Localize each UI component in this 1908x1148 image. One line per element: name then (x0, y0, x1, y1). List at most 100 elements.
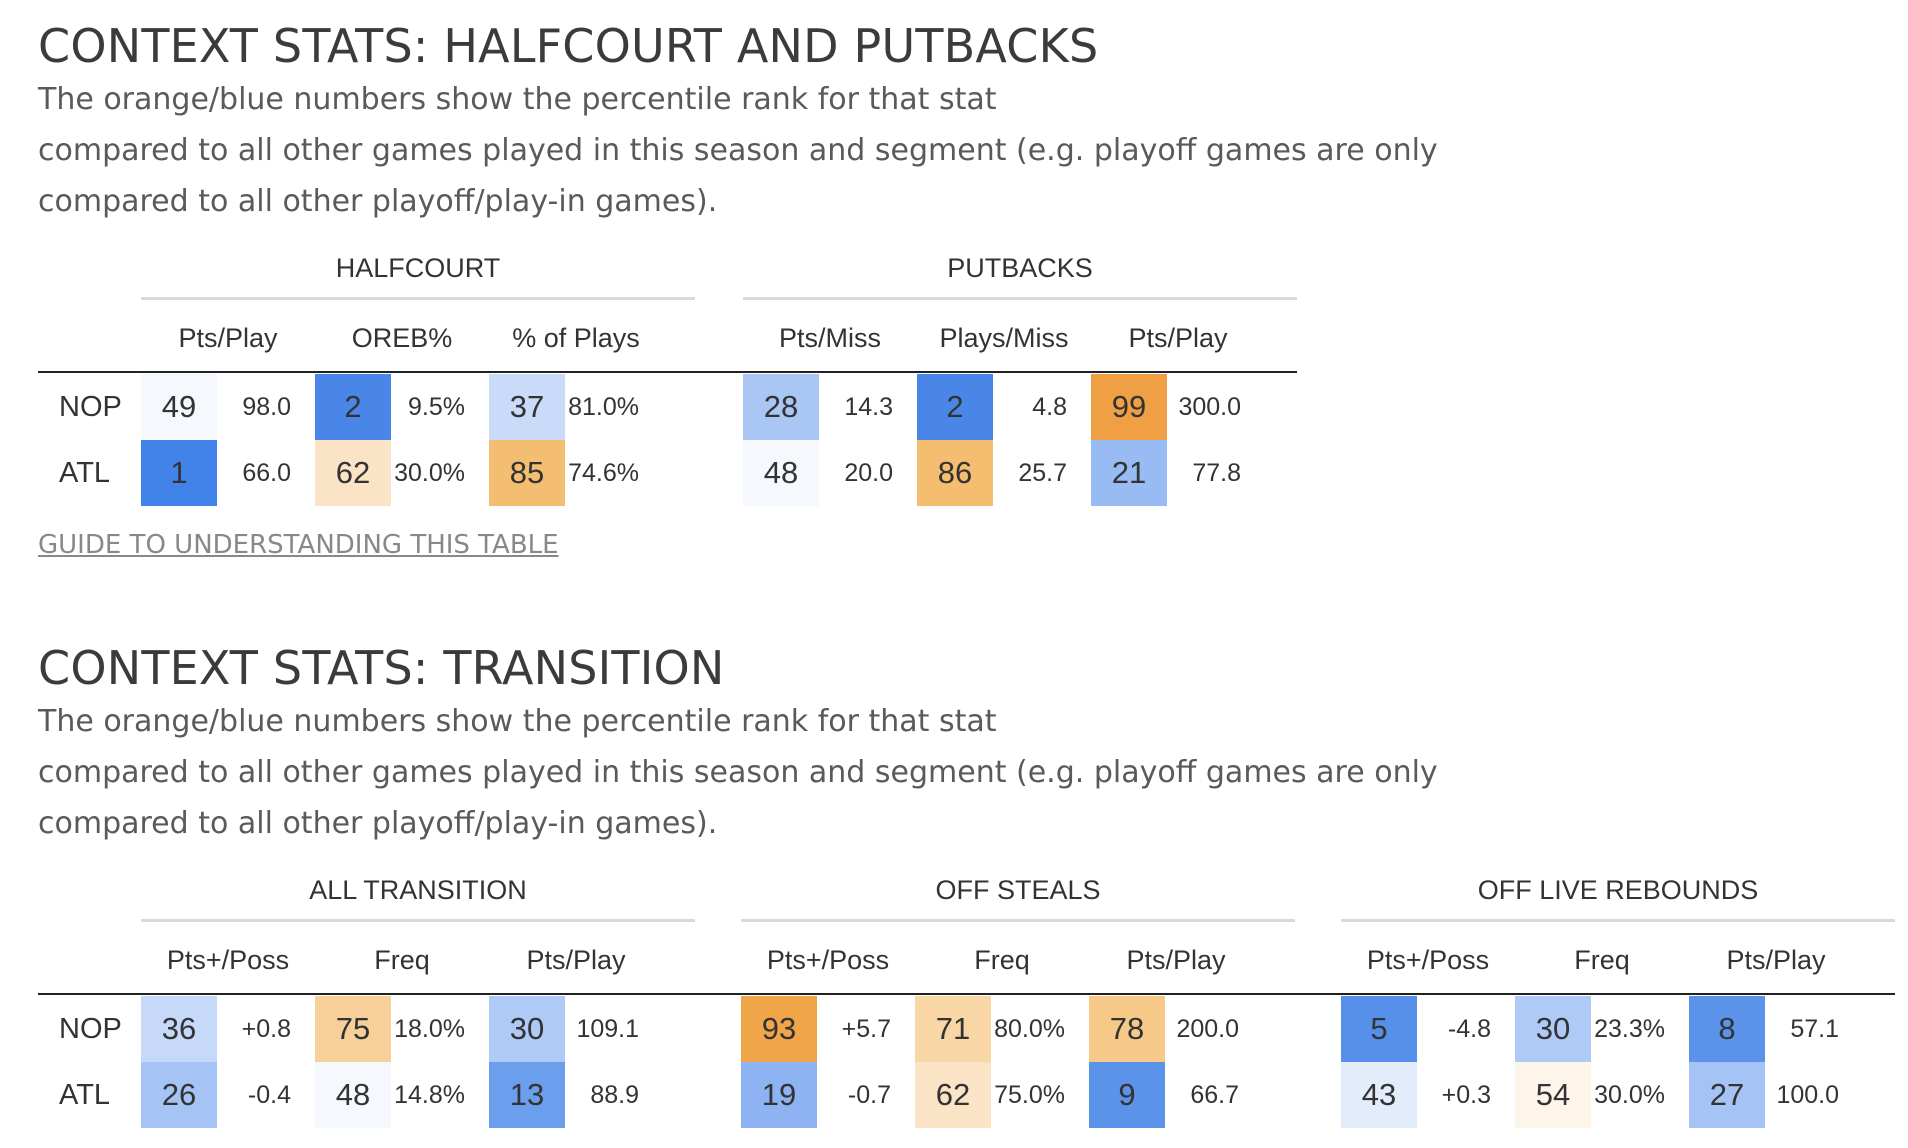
percentile-rank-cell: 27 (1689, 1062, 1765, 1128)
percentile-rank-cell: 93 (741, 996, 817, 1062)
percentile-rank-cell: 78 (1089, 996, 1165, 1062)
team-label: ATL (59, 457, 111, 489)
stats-table-halfcourt-putbacks: HALFCOURT Pts/Play OREB% % of Plays PUTBACKS… (38, 250, 1297, 510)
percentile-rank-cell: 48 (743, 440, 819, 506)
percentile-rank-cell: 26 (141, 1062, 217, 1128)
percentile-rank-cell: 1 (141, 440, 217, 506)
group-rule (1341, 919, 1895, 922)
stat-value: -0.4 (247, 1081, 291, 1109)
percentile-rank-cell: 48 (315, 1062, 391, 1128)
description-line: The orange/blue numbers show the percent… (38, 704, 997, 739)
percentile-rank-cell: 19 (741, 1062, 817, 1128)
column-header: Pts/Play (526, 945, 626, 975)
team-label: ATL (59, 1079, 111, 1111)
percentile-rank-cell: 86 (917, 440, 993, 506)
column-header: Pts+/Poss (766, 945, 890, 975)
description-line: The orange/blue numbers show the percent… (38, 82, 997, 117)
header-rule (38, 993, 1895, 995)
stat-value: +0.3 (1441, 1081, 1491, 1109)
percentile-rank-cell: 2 (315, 374, 391, 440)
stat-value: 18.0% (394, 1015, 465, 1043)
description-line: compared to all other playoff/play-in ga… (38, 806, 718, 841)
group-rule (141, 297, 695, 300)
column-header: Pts/Play (178, 323, 278, 353)
stat-value: 30.0% (1594, 1081, 1665, 1109)
column-header: Pts+/Poss (1366, 945, 1490, 975)
column-header: Pts+/Poss (166, 945, 290, 975)
column-header: Freq (1574, 945, 1630, 975)
percentile-rank-cell: 54 (1515, 1062, 1591, 1128)
percentile-rank-cell: 36 (141, 996, 217, 1062)
stat-value: 30.0% (394, 459, 465, 487)
section-description: The orange/blue numbers show the percent… (38, 74, 1438, 227)
team-label: NOP (59, 1013, 122, 1045)
stat-value: 81.0% (568, 393, 639, 421)
stat-value: 109.1 (576, 1015, 639, 1043)
stat-value: -4.8 (1447, 1015, 1491, 1043)
header-rule (38, 371, 1297, 373)
percentile-rank-cell: 99 (1091, 374, 1167, 440)
column-header: % of Plays (512, 323, 640, 353)
group-rule (743, 297, 1297, 300)
percentile-rank-cell: 85 (489, 440, 565, 506)
stat-value: +5.7 (841, 1015, 891, 1043)
percentile-rank-cell: 49 (141, 374, 217, 440)
section-halfcourt-putbacks: CONTEXT STATS: HALFCOURT AND PUTBACKS Th… (38, 18, 1438, 227)
description-line: compared to all other games played in th… (38, 755, 1438, 790)
stat-value: 9.5% (408, 393, 465, 421)
column-header: Pts/Play (1126, 945, 1226, 975)
percentile-rank-cell: 43 (1341, 1062, 1417, 1128)
stat-value: 80.0% (994, 1015, 1065, 1043)
stat-value: 100.0 (1776, 1081, 1839, 1109)
stat-value: 300.0 (1178, 393, 1241, 421)
stat-value: 77.8 (1192, 459, 1241, 487)
column-header: Pts/Play (1726, 945, 1826, 975)
percentile-rank-cell: 21 (1091, 440, 1167, 506)
percentile-rank-cell: 62 (915, 1062, 991, 1128)
stat-value: 66.7 (1190, 1081, 1239, 1109)
group-header: PUTBACKS (947, 253, 1093, 283)
section-transition: CONTEXT STATS: TRANSITION The orange/blu… (38, 640, 1438, 849)
stat-value: 200.0 (1176, 1015, 1239, 1043)
column-header: Freq (374, 945, 430, 975)
guide-link[interactable]: GUIDE TO UNDERSTANDING THIS TABLE (38, 530, 559, 560)
stat-value: 98.0 (242, 393, 291, 421)
stat-value: 25.7 (1018, 459, 1067, 487)
stat-value: 20.0 (844, 459, 893, 487)
percentile-rank-cell: 30 (1515, 996, 1591, 1062)
stat-value: 57.1 (1790, 1015, 1839, 1043)
percentile-rank-cell: 8 (1689, 996, 1765, 1062)
percentile-rank-cell: 75 (315, 996, 391, 1062)
group-header: ALL TRANSITION (309, 875, 527, 905)
group-header: OFF STEALS (935, 875, 1101, 905)
stat-value: +0.8 (241, 1015, 291, 1043)
description-line: compared to all other playoff/play-in ga… (38, 184, 718, 219)
section-title: CONTEXT STATS: HALFCOURT AND PUTBACKS (38, 19, 1099, 73)
stats-table-transition: ALL TRANSITION Pts+/Poss Freq Pts/Play OFF S… (38, 872, 1908, 1142)
column-header: Pts/Play (1128, 323, 1228, 353)
percentile-rank-cell: 13 (489, 1062, 565, 1128)
stat-value: 88.9 (590, 1081, 639, 1109)
stat-value: 75.0% (994, 1081, 1065, 1109)
group-rule (141, 919, 695, 922)
description-line: compared to all other games played in th… (38, 133, 1438, 168)
column-header: Plays/Miss (939, 323, 1069, 353)
percentile-rank-cell: 30 (489, 996, 565, 1062)
percentile-rank-cell: 2 (917, 374, 993, 440)
section-title: CONTEXT STATS: TRANSITION (38, 641, 725, 695)
stat-value: 74.6% (568, 459, 639, 487)
stat-value: 66.0 (242, 459, 291, 487)
team-label: NOP (59, 391, 122, 423)
percentile-rank-cell: 9 (1089, 1062, 1165, 1128)
group-rule (741, 919, 1295, 922)
percentile-rank-cell: 5 (1341, 996, 1417, 1062)
percentile-rank-cell: 71 (915, 996, 991, 1062)
stat-value: -0.7 (847, 1081, 891, 1109)
column-header: OREB% (351, 323, 453, 353)
stat-value: 4.8 (1032, 393, 1067, 421)
percentile-rank-cell: 62 (315, 440, 391, 506)
section-description: The orange/blue numbers show the percent… (38, 696, 1438, 849)
stat-value: 14.3 (844, 393, 893, 421)
column-header: Freq (974, 945, 1030, 975)
stat-value: 23.3% (1594, 1015, 1665, 1043)
